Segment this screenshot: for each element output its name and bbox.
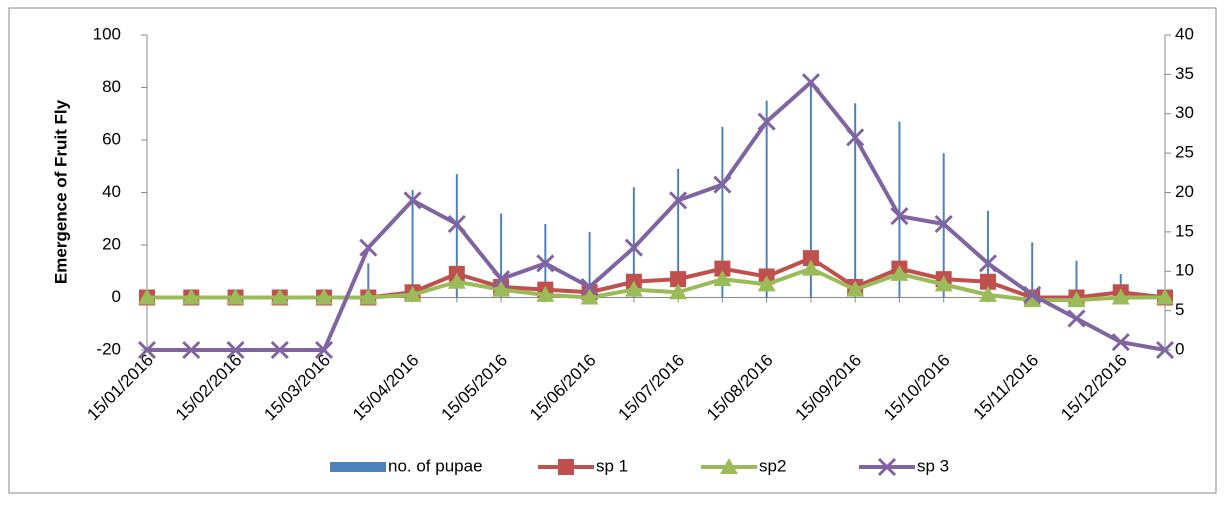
bar [898, 121, 901, 298]
y-tick-label: 20 [102, 234, 121, 253]
marker [1067, 309, 1086, 328]
legend-marker [558, 459, 574, 475]
legend-label: sp 1 [596, 456, 628, 475]
marker [714, 260, 731, 277]
bar [544, 224, 547, 298]
marker [137, 340, 157, 360]
bar [1031, 242, 1034, 298]
marker [669, 191, 688, 210]
bar [1075, 260, 1078, 298]
marker [757, 112, 776, 131]
marker [624, 280, 643, 297]
bar [765, 100, 768, 298]
marker [580, 288, 599, 305]
marker [359, 238, 378, 257]
marker [978, 254, 998, 273]
bar [986, 210, 989, 298]
y-tick-label: -20 [96, 339, 121, 358]
marker [536, 285, 555, 302]
marker [182, 288, 201, 305]
marker [669, 283, 688, 300]
bar [411, 189, 414, 298]
marker [1111, 333, 1130, 352]
marker [270, 288, 289, 305]
legend-marker [877, 457, 897, 477]
marker [314, 340, 334, 360]
y2-tick-label: 35 [1175, 64, 1194, 83]
marker [536, 254, 555, 273]
marker [890, 264, 909, 281]
marker [1111, 288, 1130, 305]
bar [455, 174, 458, 298]
marker [802, 250, 819, 267]
bar [809, 84, 812, 298]
bar [500, 213, 503, 298]
y-axis-label: Emergence of Fruit Fly [51, 99, 70, 284]
y2-tick-label: 0 [1175, 339, 1184, 358]
legend-label: sp2 [759, 456, 786, 475]
y-tick-label: 100 [93, 24, 121, 43]
marker [934, 275, 953, 292]
bar [721, 126, 724, 298]
marker [978, 285, 997, 302]
marker [1156, 288, 1174, 305]
bar [632, 187, 635, 298]
marker [757, 275, 776, 292]
bar [367, 263, 370, 298]
marker [315, 288, 334, 305]
marker [713, 175, 732, 194]
series-line [147, 80, 1166, 352]
marker [492, 270, 511, 289]
chart-frame [8, 7, 1217, 494]
marker [846, 128, 865, 147]
legend-label: sp 3 [917, 456, 949, 475]
y-tick-label: 60 [102, 129, 121, 148]
marker [934, 214, 953, 234]
marker [801, 73, 820, 92]
legend-label: no. of pupae [388, 456, 483, 475]
marker [270, 340, 289, 360]
marker [1067, 291, 1086, 308]
y-tick-label: 80 [102, 77, 121, 96]
marker [624, 238, 643, 257]
y2-tick-label: 25 [1175, 143, 1194, 162]
marker [670, 271, 687, 288]
bar [677, 168, 680, 298]
series-line [147, 266, 1165, 303]
marker [1023, 285, 1042, 304]
marker [403, 191, 422, 210]
marker [182, 340, 201, 360]
bar [588, 231, 591, 298]
marker [846, 280, 865, 297]
marker [226, 340, 245, 360]
y2-tick-label: 10 [1175, 261, 1194, 280]
y2-tick-label: 15 [1175, 221, 1194, 240]
legend-swatch [330, 462, 386, 472]
marker [801, 259, 820, 276]
marker [580, 277, 599, 297]
y-tick-label: 0 [112, 287, 121, 306]
marker [890, 207, 909, 226]
y2-tick-label: 30 [1175, 103, 1194, 122]
y2-tick-label: 5 [1175, 300, 1184, 319]
marker [447, 272, 466, 289]
y2-tick-label: 40 [1175, 24, 1194, 43]
marker [403, 285, 422, 302]
marker [226, 288, 245, 305]
marker [492, 280, 511, 297]
y2-tick-label: 20 [1175, 182, 1194, 201]
bar [854, 103, 857, 298]
marker [979, 273, 996, 290]
marker [1155, 340, 1175, 360]
marker [713, 270, 732, 287]
marker [138, 288, 156, 305]
legend-marker [720, 458, 738, 474]
y-tick-label: 40 [102, 182, 121, 201]
marker [359, 288, 378, 305]
marker [1023, 291, 1042, 308]
marker [447, 214, 466, 234]
